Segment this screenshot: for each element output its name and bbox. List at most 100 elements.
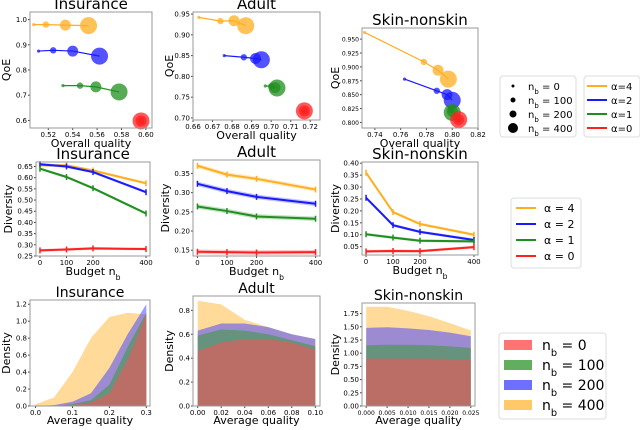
plot-frame [361, 27, 479, 129]
series-line [39, 247, 147, 252]
subplot-title: Insurance [54, 0, 128, 13]
legend-frame [498, 332, 607, 420]
y-tick-label: 0.90 [174, 31, 190, 39]
legend-frame [499, 75, 577, 138]
data-point [268, 79, 286, 97]
density-area [197, 339, 316, 406]
x-tick-label: 0.08 [284, 409, 300, 417]
x-tick-label: 0.1 [67, 409, 78, 417]
x-tick-label: 0 [195, 259, 199, 267]
x-tick-label: 400 [309, 259, 322, 267]
y-tick-label: 0.35 [17, 230, 33, 238]
y-tick-label: 0.30 [174, 189, 190, 197]
data-point [90, 81, 102, 93]
density-area [35, 314, 147, 406]
data-point [237, 17, 255, 35]
series-line [62, 85, 120, 93]
legend-label: α=4 [611, 82, 632, 93]
x-axis-label: Budget nb [393, 264, 448, 281]
data-point [110, 83, 128, 101]
y-tick-label: 0.05 [343, 243, 359, 251]
series-line [365, 172, 475, 236]
y-tick-label: 1.0 [16, 16, 27, 24]
y-tick-label: 0.25 [343, 195, 359, 203]
x-axis-label: Budget nb [229, 265, 284, 282]
y-tick-label: 0.925 [342, 51, 359, 58]
data-point [263, 84, 267, 88]
y-tick-label: 0.40 [343, 160, 359, 168]
data-point [450, 111, 468, 129]
data-point [42, 21, 50, 28]
y-tick-label: 1.25 [343, 336, 359, 344]
series-line [39, 163, 147, 194]
data-point [252, 51, 270, 69]
y-tick-label: 0.50 [343, 376, 359, 384]
y-axis-label: Diversity [2, 184, 15, 233]
x-tick-label: 400 [467, 258, 480, 266]
legend-label: α = 0 [544, 250, 574, 263]
x-tick-label: 100 [60, 259, 73, 267]
y-tick-label: 1.00 [343, 350, 359, 358]
series-line [197, 182, 316, 205]
subplot-title: Skin-nonskin [374, 288, 463, 304]
series-line [33, 24, 89, 27]
plot-frame [192, 159, 321, 257]
data-point [439, 70, 457, 88]
x-tick-label: 0.3 [141, 409, 152, 417]
data-point [433, 87, 440, 94]
plot-frame [29, 299, 151, 407]
series-line [366, 246, 475, 253]
legend-label: nb = 400 [542, 398, 604, 419]
data-point [80, 17, 98, 35]
data-point [61, 84, 65, 88]
x-axis-label: Overall quality [51, 137, 132, 150]
legend-label: α=1 [611, 110, 632, 121]
y-tick-label: 0.75 [343, 363, 359, 371]
x-tick-label: 0.000 [358, 410, 375, 417]
x-tick-label: 0.69 [244, 123, 260, 131]
series-line [197, 250, 316, 254]
x-tick-label: 0.52 [41, 131, 57, 139]
x-tick-label: 0.005 [379, 410, 396, 417]
x-axis-label: Overall quality [216, 129, 297, 142]
y-tick-label: 0.2 [179, 379, 190, 387]
y-tick-label: 0.40 [17, 219, 33, 227]
x-tick-label: 0.015 [420, 410, 437, 417]
x-tick-label: 0.0 [30, 409, 41, 417]
legend-swatch [504, 360, 532, 370]
plot-frame [361, 161, 479, 256]
legend-swatch [504, 380, 532, 390]
legend-marker [511, 84, 515, 88]
x-tick-label: 0 [364, 258, 368, 266]
y-tick-label: 0.9 [16, 41, 27, 49]
y-tick-label: 0.20 [174, 228, 190, 236]
x-axis-label: Average quality [375, 414, 462, 426]
x-tick-label: 0.025 [462, 410, 479, 417]
y-tick-label: 0.25 [174, 208, 190, 216]
y-tick-label: 1.75 [343, 310, 359, 318]
y-tick-label: 0.10 [343, 231, 359, 239]
data-point [240, 54, 247, 61]
y-tick-label: 0.900 [342, 64, 359, 71]
subplot-title: Skin-nonskin [372, 145, 468, 163]
y-tick-label: 0.4 [179, 355, 191, 363]
legend-label: α = 1 [544, 234, 574, 247]
y-tick-label: 0.8 [179, 307, 190, 315]
y-tick-label: 0.0 [16, 403, 27, 411]
legend-swatch [504, 400, 532, 410]
y-tick-label: 1.2 [16, 301, 27, 309]
data-point [432, 64, 444, 76]
legend-label: nb = 200 [542, 378, 604, 399]
x-tick-label: 0.04 [237, 409, 253, 417]
subplot-7: Adult Average quality Density 0.00 0.02 0.04 0… [163, 281, 323, 427]
plot-frame [29, 11, 153, 129]
y-tick-label: 0.20 [343, 207, 359, 215]
data-point [67, 45, 79, 57]
legend-frame [510, 197, 582, 269]
y-axis-label: Density [163, 330, 176, 372]
subplot-6: Insurance Average quality Density 0.0 0.1 0.2… [0, 285, 152, 427]
x-tick-label: 0.56 [89, 131, 105, 139]
